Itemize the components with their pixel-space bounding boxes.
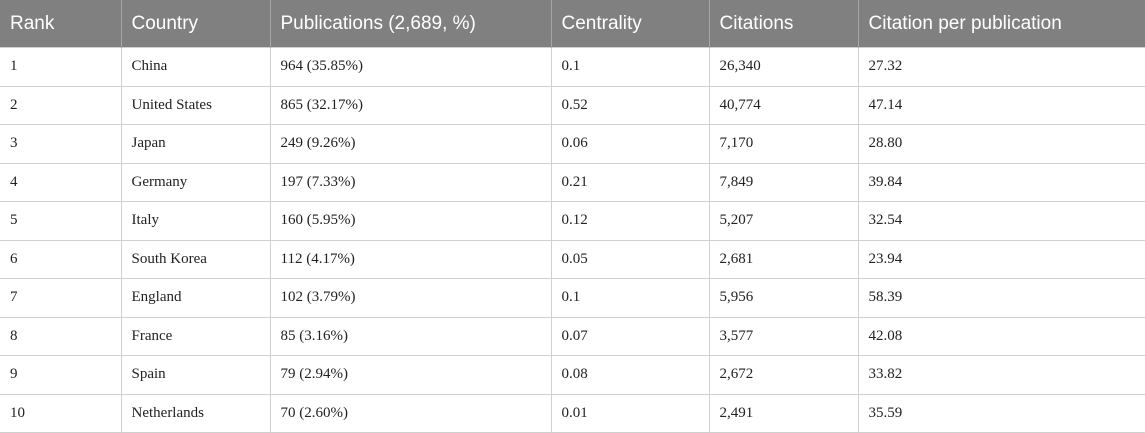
table-cell: Japan (120, 124, 270, 163)
table-cell: United States (120, 85, 270, 125)
table-cell: 42.08 (857, 316, 1145, 356)
table-cell: 0.06 (550, 124, 709, 163)
table-cell: 1 (0, 47, 121, 86)
table-cell: 112 (4.17%) (269, 239, 551, 279)
table-cell: 0.07 (550, 316, 709, 356)
header-cell: Centrality (550, 0, 709, 48)
table-cell: England (120, 278, 270, 317)
table-cell: 23.94 (857, 239, 1145, 279)
table-cell: 27.32 (857, 47, 1145, 86)
table-cell: France (120, 316, 270, 356)
table-cell: 2,681 (708, 239, 858, 279)
header-row: Rank Country Publications (2,689, %) Centra… (0, 0, 1145, 48)
table-body: 1 China 964 (35.85%) 0.1 26,340 27.32 2 United … (0, 47, 1145, 433)
table-cell: 7,170 (708, 124, 858, 163)
table-cell: 5 (0, 201, 121, 240)
table-cell: 7 (0, 278, 121, 317)
table-cell: 160 (5.95%) (269, 201, 551, 240)
table-cell: 0.01 (550, 393, 709, 433)
table-cell: 102 (3.79%) (269, 278, 551, 317)
table-row: 2 United States 865 (32.17%) 0.52 40,774 47.1… (0, 85, 1145, 125)
table-cell: 8 (0, 316, 121, 356)
table-cell: 197 (7.33%) (269, 162, 551, 202)
table-cell: 26,340 (708, 47, 858, 86)
table-row: 5 Italy 160 (5.95%) 0.12 5,207 32.54 (0, 201, 1145, 240)
table-cell: 39.84 (857, 162, 1145, 202)
table-row: 9 Spain 79 (2.94%) 0.08 2,672 33.82 (0, 355, 1145, 394)
table-cell: 5,956 (708, 278, 858, 317)
table-cell: 79 (2.94%) (269, 355, 551, 394)
header-cell: Country (120, 0, 270, 48)
table-cell: 35.59 (857, 393, 1145, 433)
table-row: 4 Germany 197 (7.33%) 0.21 7,849 39.84 (0, 162, 1145, 202)
table-cell: 0.1 (550, 278, 709, 317)
table-cell: 58.39 (857, 278, 1145, 317)
table-cell: China (120, 47, 270, 86)
table-cell: 47.14 (857, 85, 1145, 125)
table-row: 3 Japan 249 (9.26%) 0.06 7,170 28.80 (0, 124, 1145, 163)
table-row: 6 South Korea 112 (4.17%) 0.05 2,681 23.94 (0, 239, 1145, 279)
table-cell: 3 (0, 124, 121, 163)
table-cell: 70 (2.60%) (269, 393, 551, 433)
table-cell: 28.80 (857, 124, 1145, 163)
header-cell: Citation per publication (857, 0, 1145, 48)
table-cell: 2,672 (708, 355, 858, 394)
table-cell: 32.54 (857, 201, 1145, 240)
table-cell: 6 (0, 239, 121, 279)
table-cell: 40,774 (708, 85, 858, 125)
table-cell: 0.05 (550, 239, 709, 279)
table-cell: 33.82 (857, 355, 1145, 394)
table-cell: 865 (32.17%) (269, 85, 551, 125)
table-cell: 9 (0, 355, 121, 394)
header-cell: Publications (2,689, %) (269, 0, 551, 48)
table-row: 1 China 964 (35.85%) 0.1 26,340 27.32 (0, 47, 1145, 86)
table-cell: 3,577 (708, 316, 858, 356)
table-row: 10 Netherlands 70 (2.60%) 0.01 2,491 35.59 (0, 393, 1145, 433)
header-cell: Citations (708, 0, 858, 48)
table-row: 7 England 102 (3.79%) 0.1 5,956 58.39 (0, 278, 1145, 317)
table-cell: South Korea (120, 239, 270, 279)
table-cell: Italy (120, 201, 270, 240)
table-cell: 0.08 (550, 355, 709, 394)
table-cell: 0.52 (550, 85, 709, 125)
header-cell: Rank (0, 0, 121, 48)
table-cell: 7,849 (708, 162, 858, 202)
table-cell: 0.1 (550, 47, 709, 86)
table-cell: 0.21 (550, 162, 709, 202)
table-row: 8 France 85 (3.16%) 0.07 3,577 42.08 (0, 316, 1145, 356)
table-cell: 249 (9.26%) (269, 124, 551, 163)
table-cell: 2,491 (708, 393, 858, 433)
table-cell: Netherlands (120, 393, 270, 433)
table-cell: Germany (120, 162, 270, 202)
table-cell: Spain (120, 355, 270, 394)
table-cell: 10 (0, 393, 121, 433)
table-cell: 5,207 (708, 201, 858, 240)
table-cell: 2 (0, 85, 121, 125)
table-cell: 964 (35.85%) (269, 47, 551, 86)
table-cell: 0.12 (550, 201, 709, 240)
table-cell: 85 (3.16%) (269, 316, 551, 356)
table-cell: 4 (0, 162, 121, 202)
